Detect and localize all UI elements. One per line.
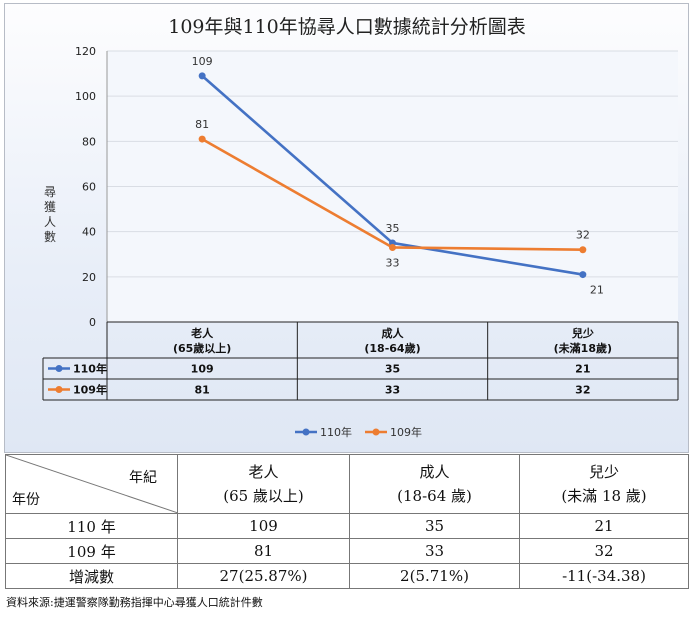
- y-tick-label: 80: [82, 135, 96, 148]
- category-sublabel: (未滿18歲): [554, 341, 612, 355]
- y-axis-label: 數: [44, 230, 56, 244]
- y-tick-label: 100: [75, 90, 96, 103]
- table-cell: 21: [519, 513, 689, 539]
- corner-age-label: 年紀: [129, 470, 157, 486]
- statistics-table: 年紀 年份 老人 (65 歲以上) 成人 (18-64 歲) 兒少 (未滿 18 歲)…: [5, 454, 689, 589]
- y-tick-label: 40: [82, 226, 96, 239]
- column-header-adult: 成人 (18-64 歲): [349, 454, 520, 514]
- legend-key-marker: [372, 428, 380, 436]
- table-value: 35: [385, 363, 400, 376]
- column-header-elderly: 老人 (65 歲以上): [177, 454, 350, 514]
- table-cell: 35: [349, 513, 520, 539]
- y-tick-label: 60: [82, 181, 96, 194]
- table-cell: 33: [349, 538, 520, 564]
- table-value: 21: [575, 363, 590, 376]
- table-cell: 109: [177, 513, 350, 539]
- chart-panel: 109年與110年協尋人口數據統計分析圖表 0 20 40 60 80 100 120 尋獲人數…: [4, 3, 689, 453]
- data-label: 35: [386, 222, 400, 235]
- corner-year-label: 年份: [12, 492, 40, 508]
- y-axis-label: 人: [44, 215, 56, 229]
- data-label: 32: [576, 229, 590, 242]
- row-label: 109 年: [5, 538, 178, 564]
- table-series-name: 109年: [73, 383, 107, 397]
- y-tick-label: 120: [75, 45, 96, 58]
- table-row: 109 年 81 33 32: [5, 538, 689, 564]
- legend-key-marker: [302, 428, 310, 436]
- table-series-name: 110年: [73, 362, 107, 376]
- data-point: [198, 72, 206, 80]
- data-point: [198, 135, 206, 143]
- y-axis-label: 尋: [44, 185, 56, 199]
- data-point: [579, 246, 587, 254]
- table-row: 增減數 27(25.87%) 2(5.71%) -11(-34.38): [5, 563, 689, 589]
- category-label: 老人: [190, 326, 214, 340]
- table-value: 32: [575, 384, 590, 397]
- data-label: 21: [590, 284, 604, 297]
- line-chart: 109年與110年協尋人口數據統計分析圖表 0 20 40 60 80 100 120 尋獲人數…: [42, 16, 679, 439]
- source-note: 資料來源:捷運警察隊勤務指揮中心尋獲人口統計件數: [6, 596, 263, 609]
- table-corner-cell: 年紀 年份: [5, 454, 178, 514]
- table-header-row: 年紀 年份 老人 (65 歲以上) 成人 (18-64 歲) 兒少 (未滿 18 歲): [5, 454, 689, 514]
- table-cell: -11(-34.38): [519, 563, 689, 589]
- data-label: 33: [386, 256, 400, 269]
- category-sublabel: (65歲以上): [173, 341, 231, 355]
- legend-label: 109年: [390, 425, 422, 439]
- data-point: [389, 243, 396, 251]
- data-label: 81: [195, 118, 209, 131]
- corner-diagonal: [6, 455, 178, 513]
- table-legend-key-marker: [55, 365, 63, 372]
- table-cell: 81: [177, 538, 350, 564]
- y-tick-label: 20: [82, 271, 96, 284]
- table-legend-key-marker: [55, 386, 63, 393]
- chart-title: 109年與110年協尋人口數據統計分析圖表: [168, 16, 526, 38]
- row-label: 110 年: [5, 513, 178, 539]
- legend-label: 110年: [320, 425, 352, 439]
- table-row: 110 年 109 35 21: [5, 513, 689, 539]
- y-axis-label: 獲: [44, 200, 56, 214]
- data-label: 109: [192, 55, 213, 68]
- table-cell: 32: [519, 538, 689, 564]
- category-label: 兒少: [572, 326, 594, 340]
- category-label: 成人: [382, 326, 405, 340]
- table-value: 81: [195, 384, 210, 397]
- data-point: [579, 271, 587, 279]
- table-value: 33: [385, 384, 400, 397]
- y-tick-label: 0: [89, 316, 96, 329]
- column-header-child: 兒少 (未滿 18 歲): [519, 454, 689, 514]
- table-value: 109: [191, 363, 214, 376]
- row-label: 增減數: [5, 563, 178, 589]
- category-sublabel: (18-64歲): [364, 341, 420, 355]
- table-cell: 2(5.71%): [349, 563, 520, 589]
- table-cell: 27(25.87%): [177, 563, 350, 589]
